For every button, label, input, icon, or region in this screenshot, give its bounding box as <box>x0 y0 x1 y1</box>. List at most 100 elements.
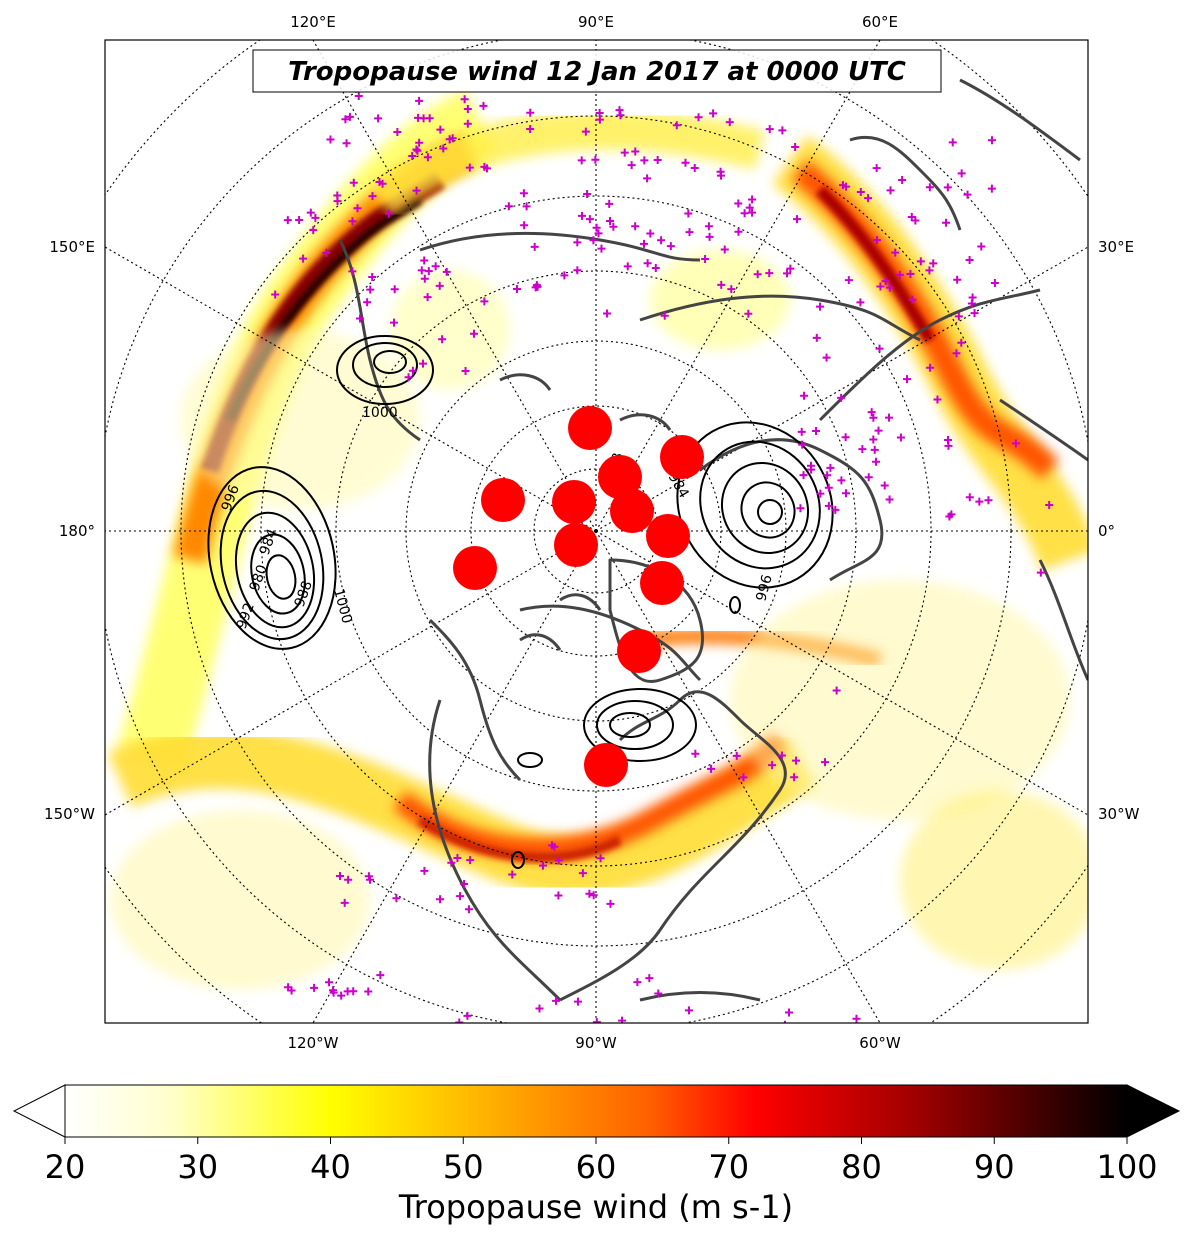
station-plus-marker <box>585 215 594 224</box>
red-markers <box>453 406 704 787</box>
station-plus-marker <box>837 393 846 402</box>
station-plus-marker <box>573 238 582 247</box>
station-plus-marker <box>717 280 726 289</box>
station-plus-marker <box>442 267 451 276</box>
colorbar-tick-label: 30 <box>177 1148 218 1186</box>
station-plus-marker <box>592 223 601 232</box>
station-plus-marker <box>597 244 606 253</box>
station-plus-marker <box>354 92 363 101</box>
station-plus-marker <box>822 353 831 362</box>
station-plus-marker <box>532 281 541 290</box>
station-plus-marker <box>594 229 603 238</box>
station-plus-marker <box>337 991 346 1000</box>
station-plus-marker <box>792 756 801 765</box>
station-plus-marker <box>470 329 479 338</box>
station-plus-marker <box>732 751 741 760</box>
station-plus-marker <box>435 281 444 290</box>
station-plus-marker <box>1011 439 1020 448</box>
station-plus-marker <box>821 758 830 767</box>
red-dot <box>646 514 690 558</box>
station-plus-marker <box>812 333 821 342</box>
station-plus-marker <box>578 211 587 220</box>
contour-label: 1000 <box>362 405 398 421</box>
colorbar-tick-label: 60 <box>576 1148 617 1186</box>
station-plus-marker <box>778 126 787 135</box>
station-plus-marker <box>591 155 600 164</box>
station-plus-marker <box>783 1020 786 1023</box>
station-plus-marker <box>340 898 349 907</box>
station-plus-marker <box>797 427 806 436</box>
station-plus-marker <box>589 236 598 245</box>
station-plus-marker <box>581 127 590 136</box>
colorbar-tick-label: 80 <box>841 1148 882 1186</box>
top-label: 90°E <box>578 13 614 31</box>
station-plus-marker <box>672 121 681 130</box>
station-plus-marker <box>872 236 881 245</box>
station-plus-marker <box>876 282 885 291</box>
station-plus-marker <box>705 232 714 241</box>
station-plus-marker <box>460 95 469 104</box>
right-label: 30°E <box>1098 238 1134 256</box>
bottom-label: 90°W <box>575 1034 617 1052</box>
station-plus-marker <box>832 686 841 695</box>
station-plus-marker <box>342 139 351 148</box>
station-plus-marker <box>929 259 938 268</box>
station-plus-marker <box>709 109 718 118</box>
red-dot <box>453 546 497 590</box>
station-plus-marker <box>618 1016 627 1023</box>
red-dot <box>481 478 525 522</box>
station-plus-marker <box>585 889 594 898</box>
station-plus-marker <box>645 974 654 983</box>
red-dot <box>660 435 704 479</box>
station-plus-marker <box>953 275 962 284</box>
station-plus-marker <box>856 188 865 197</box>
colorbar-tick-label: 20 <box>45 1148 86 1186</box>
map-panel: 1000 996 984 980 988 992 1000 996 984 98… <box>105 40 1088 1023</box>
wind-field <box>107 88 1088 990</box>
station-plus-marker <box>685 228 694 237</box>
station-plus-marker <box>881 277 890 286</box>
station-plus-marker <box>463 119 472 128</box>
station-plus-marker <box>872 164 881 173</box>
station-plus-marker <box>439 144 448 153</box>
station-plus-marker <box>375 177 384 186</box>
station-plus-marker <box>684 209 693 218</box>
station-plus-marker <box>376 971 385 980</box>
left-label: 150°W <box>44 805 95 823</box>
station-plus-marker <box>867 408 876 417</box>
station-plus-marker <box>831 505 840 514</box>
station-plus-marker <box>970 309 979 318</box>
station-plus-marker <box>364 987 373 996</box>
station-plus-marker <box>412 145 421 154</box>
station-plus-marker <box>436 125 445 134</box>
station-plus-marker <box>366 285 375 294</box>
station-plus-marker <box>691 749 700 758</box>
station-plus-marker <box>520 221 529 230</box>
station-plus-marker <box>954 312 963 321</box>
station-plus-marker <box>631 147 640 156</box>
station-plus-marker <box>431 262 440 271</box>
station-plus-marker <box>606 899 615 908</box>
station-plus-marker <box>823 471 832 480</box>
station-plus-marker <box>631 222 640 231</box>
station-plus-marker <box>796 504 805 513</box>
station-plus-marker <box>646 229 655 238</box>
station-plus-marker <box>535 1004 544 1013</box>
station-plus-marker <box>606 217 615 226</box>
station-plus-marker <box>684 1006 693 1015</box>
plus-markers <box>271 92 1054 1023</box>
title-box: Tropopause wind 12 Jan 2017 at 0000 UTC <box>252 49 942 93</box>
right-label: 30°W <box>1098 805 1140 823</box>
station-plus-marker <box>299 254 308 263</box>
station-plus-marker <box>368 272 377 281</box>
station-plus-marker <box>777 751 786 760</box>
station-plus-marker <box>615 106 624 115</box>
station-plus-marker <box>765 269 774 278</box>
station-plus-marker <box>704 222 713 231</box>
station-plus-marker <box>554 891 563 900</box>
station-plus-marker <box>690 164 699 173</box>
colorbar-tick-label: 100 <box>1096 1148 1157 1186</box>
station-plus-marker <box>916 257 925 266</box>
station-plus-marker <box>603 309 612 318</box>
